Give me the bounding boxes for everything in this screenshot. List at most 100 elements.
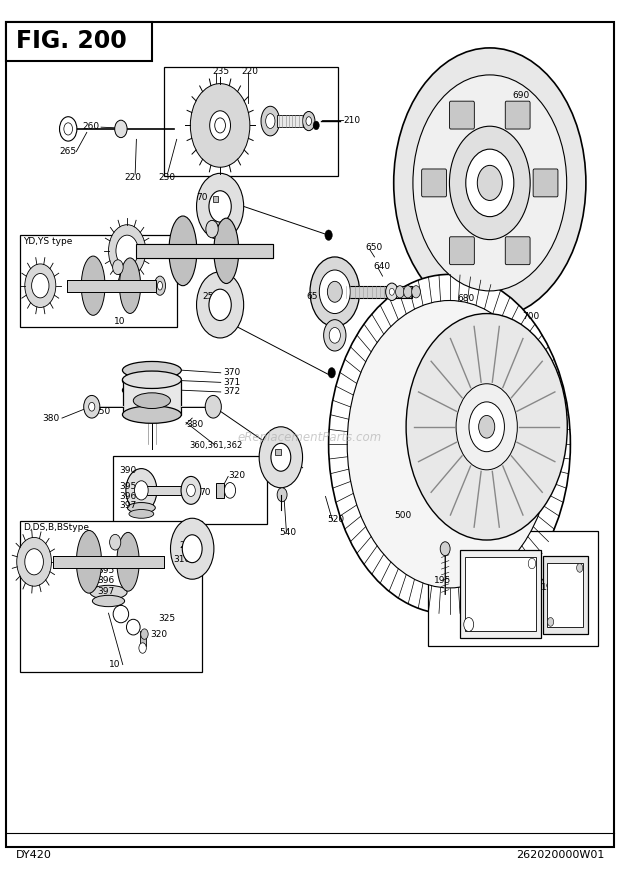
Bar xyxy=(164,67,338,176)
Circle shape xyxy=(271,443,291,471)
Circle shape xyxy=(528,558,536,569)
Circle shape xyxy=(60,117,77,141)
Circle shape xyxy=(386,283,398,300)
Bar xyxy=(344,286,412,298)
Circle shape xyxy=(135,481,148,500)
Bar xyxy=(136,244,273,258)
Circle shape xyxy=(209,191,231,222)
Ellipse shape xyxy=(81,256,105,315)
Circle shape xyxy=(319,270,350,314)
Circle shape xyxy=(313,121,319,130)
Ellipse shape xyxy=(76,530,102,593)
Text: 520: 520 xyxy=(327,516,345,524)
Circle shape xyxy=(329,274,570,614)
Ellipse shape xyxy=(123,361,181,379)
Bar xyxy=(216,483,224,498)
FancyBboxPatch shape xyxy=(450,101,474,129)
Ellipse shape xyxy=(90,585,127,599)
Circle shape xyxy=(181,476,201,504)
Ellipse shape xyxy=(306,117,312,125)
Text: 260: 260 xyxy=(82,122,100,131)
Text: 50: 50 xyxy=(323,280,335,288)
Circle shape xyxy=(310,257,360,327)
Circle shape xyxy=(64,123,73,135)
Ellipse shape xyxy=(169,216,197,286)
Ellipse shape xyxy=(117,532,139,591)
Text: 690: 690 xyxy=(512,91,529,100)
Bar xyxy=(20,235,177,327)
Circle shape xyxy=(396,286,404,298)
Ellipse shape xyxy=(154,276,166,295)
Circle shape xyxy=(116,235,138,267)
Bar xyxy=(20,521,202,672)
Text: YD,YS type: YD,YS type xyxy=(24,237,73,246)
Text: 720: 720 xyxy=(427,315,444,324)
Bar xyxy=(113,456,267,524)
Circle shape xyxy=(328,368,335,378)
Circle shape xyxy=(466,149,514,217)
Text: 70: 70 xyxy=(196,193,208,202)
Bar xyxy=(277,115,304,127)
Circle shape xyxy=(110,534,121,550)
Ellipse shape xyxy=(92,596,125,606)
Circle shape xyxy=(224,483,236,498)
Text: 180: 180 xyxy=(496,569,513,577)
Ellipse shape xyxy=(123,406,181,423)
Text: 650: 650 xyxy=(365,243,383,252)
Circle shape xyxy=(389,288,394,295)
Text: 70: 70 xyxy=(200,489,211,497)
Circle shape xyxy=(440,542,450,556)
Circle shape xyxy=(113,260,123,274)
Text: DY420: DY420 xyxy=(16,850,51,861)
Text: 350: 350 xyxy=(93,408,110,416)
Text: 700: 700 xyxy=(523,312,540,321)
Circle shape xyxy=(115,120,127,138)
Bar xyxy=(123,380,181,415)
Text: 396: 396 xyxy=(119,492,136,501)
Circle shape xyxy=(206,220,218,238)
Ellipse shape xyxy=(157,281,162,290)
Text: 730: 730 xyxy=(394,336,412,345)
Text: 25: 25 xyxy=(180,541,191,550)
Ellipse shape xyxy=(129,510,154,518)
Circle shape xyxy=(347,300,552,588)
Ellipse shape xyxy=(133,393,171,408)
Ellipse shape xyxy=(123,372,181,389)
Circle shape xyxy=(139,643,146,653)
Text: 320: 320 xyxy=(228,471,246,480)
Circle shape xyxy=(108,225,146,277)
Text: eReplacementParts.com: eReplacementParts.com xyxy=(238,431,382,443)
Circle shape xyxy=(479,415,495,438)
Bar xyxy=(275,449,281,455)
Circle shape xyxy=(187,484,195,496)
Circle shape xyxy=(329,327,340,343)
Text: 372: 372 xyxy=(223,388,241,396)
Text: 380: 380 xyxy=(186,420,203,429)
Circle shape xyxy=(190,84,250,167)
Text: 397: 397 xyxy=(97,587,115,596)
Text: 210: 210 xyxy=(343,116,360,125)
Circle shape xyxy=(32,273,49,298)
Text: 220: 220 xyxy=(242,67,259,76)
Text: FIG. 200: FIG. 200 xyxy=(16,30,126,53)
Circle shape xyxy=(89,402,95,411)
Circle shape xyxy=(197,173,244,240)
Circle shape xyxy=(277,488,287,502)
Circle shape xyxy=(413,75,567,291)
Circle shape xyxy=(259,427,303,488)
Circle shape xyxy=(404,286,412,298)
Text: 540: 540 xyxy=(279,528,296,537)
Ellipse shape xyxy=(123,381,181,399)
Text: 500: 500 xyxy=(394,511,412,520)
Ellipse shape xyxy=(261,106,280,136)
Circle shape xyxy=(141,629,148,639)
Circle shape xyxy=(215,118,226,133)
Bar xyxy=(67,280,156,292)
Circle shape xyxy=(210,111,231,140)
Circle shape xyxy=(469,402,505,452)
Text: 380: 380 xyxy=(42,414,60,422)
Circle shape xyxy=(406,314,567,540)
Circle shape xyxy=(325,230,332,240)
Bar xyxy=(140,631,146,646)
Text: 195: 195 xyxy=(434,576,451,584)
